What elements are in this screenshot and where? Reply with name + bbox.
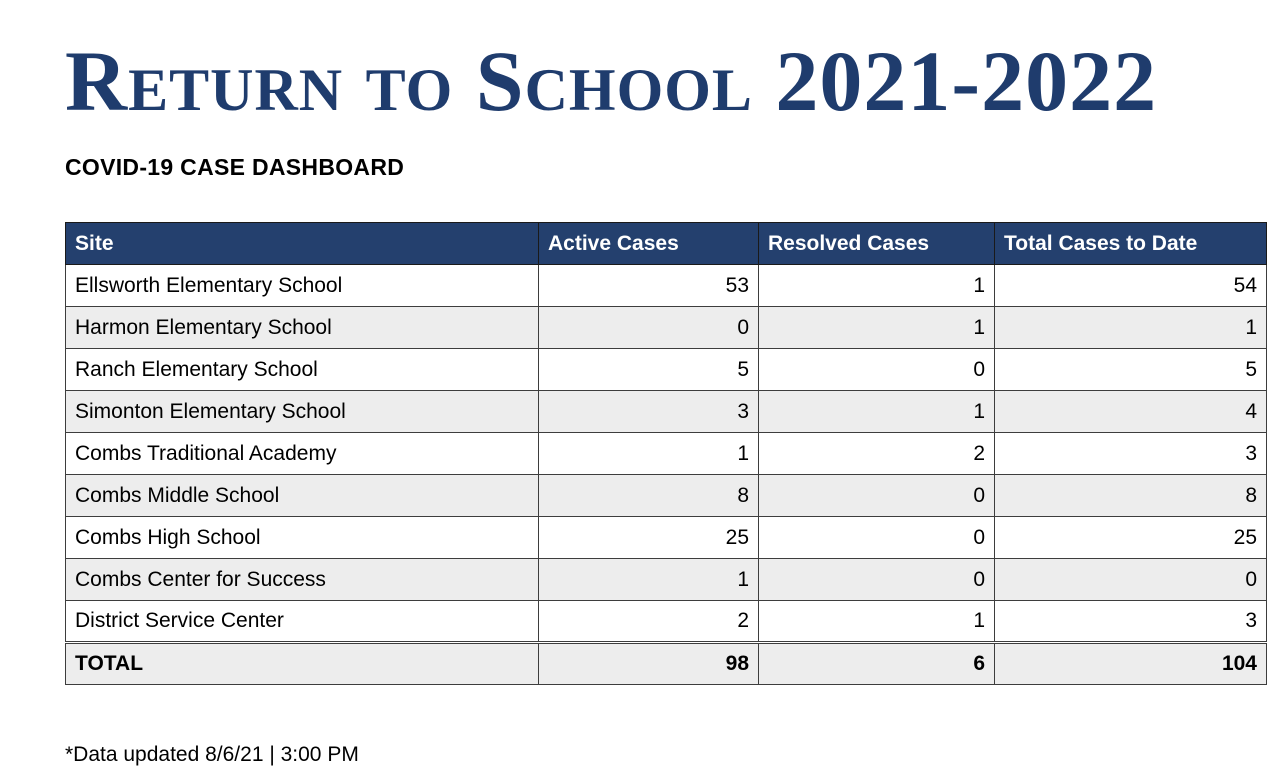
total-label-cell: TOTAL — [65, 641, 539, 685]
active-cases-cell: 5 — [538, 348, 759, 391]
total-cases-cell: 5 — [994, 348, 1267, 391]
site-cell: Combs Middle School — [65, 474, 539, 517]
total-cases-cell: 4 — [994, 390, 1267, 433]
resolved-cases-cell: 0 — [758, 348, 995, 391]
resolved-cases-cell: 2 — [758, 432, 995, 475]
table-row: Simonton Elementary School 3 1 4 — [65, 390, 1267, 433]
table-row: Harmon Elementary School 0 1 1 — [65, 306, 1267, 349]
total-cases-to-date-cell: 104 — [994, 641, 1267, 685]
total-cases-cell: 54 — [994, 264, 1267, 307]
table-row: Combs Traditional Academy 1 2 3 — [65, 432, 1267, 475]
table-row: District Service Center 2 1 3 — [65, 600, 1267, 643]
total-cases-cell: 25 — [994, 516, 1267, 559]
site-cell: District Service Center — [65, 600, 539, 643]
total-resolved-cases-cell: 6 — [758, 641, 995, 685]
active-cases-cell: 1 — [538, 432, 759, 475]
page-title: Return to School 2021-2022 — [65, 33, 1158, 129]
active-cases-cell: 0 — [538, 306, 759, 349]
resolved-cases-cell: 1 — [758, 600, 995, 643]
site-cell: Harmon Elementary School — [65, 306, 539, 349]
resolved-cases-cell: 1 — [758, 390, 995, 433]
active-cases-cell: 1 — [538, 558, 759, 601]
active-cases-cell: 25 — [538, 516, 759, 559]
total-cases-cell: 3 — [994, 600, 1267, 643]
covid-cases-table: Site Active Cases Resolved Cases Total C… — [65, 222, 1267, 685]
page-subtitle: COVID-19 CASE DASHBOARD — [65, 154, 405, 180]
column-header-total-cases: Total Cases to Date — [994, 222, 1267, 265]
site-cell: Ranch Elementary School — [65, 348, 539, 391]
site-cell: Combs High School — [65, 516, 539, 559]
header-row: Site Active Cases Resolved Cases Total C… — [65, 222, 1267, 265]
table-row: Combs Center for Success 1 0 0 — [65, 558, 1267, 601]
site-cell: Ellsworth Elementary School — [65, 264, 539, 307]
site-cell: Simonton Elementary School — [65, 390, 539, 433]
site-cell: Combs Traditional Academy — [65, 432, 539, 475]
total-active-cases-cell: 98 — [538, 641, 759, 685]
resolved-cases-cell: 0 — [758, 558, 995, 601]
active-cases-cell: 53 — [538, 264, 759, 307]
total-cases-cell: 8 — [994, 474, 1267, 517]
total-cases-cell: 3 — [994, 432, 1267, 475]
resolved-cases-cell: 0 — [758, 516, 995, 559]
column-header-resolved-cases: Resolved Cases — [758, 222, 995, 265]
table-body: Ellsworth Elementary School 53 1 54 Harm… — [65, 264, 1267, 685]
active-cases-cell: 3 — [538, 390, 759, 433]
total-cases-cell: 0 — [994, 558, 1267, 601]
resolved-cases-cell: 1 — [758, 306, 995, 349]
resolved-cases-cell: 1 — [758, 264, 995, 307]
active-cases-cell: 2 — [538, 600, 759, 643]
total-cases-cell: 1 — [994, 306, 1267, 349]
table-header: Site Active Cases Resolved Cases Total C… — [65, 222, 1267, 265]
table-row: Combs Middle School 8 0 8 — [65, 474, 1267, 517]
resolved-cases-cell: 0 — [758, 474, 995, 517]
data-updated-footnote: *Data updated 8/6/21 | 3:00 PM — [65, 743, 359, 766]
column-header-site: Site — [65, 222, 539, 265]
column-header-active-cases: Active Cases — [538, 222, 759, 265]
site-cell: Combs Center for Success — [65, 558, 539, 601]
active-cases-cell: 8 — [538, 474, 759, 517]
table-row: Combs High School 25 0 25 — [65, 516, 1267, 559]
table-row: Ellsworth Elementary School 53 1 54 — [65, 264, 1267, 307]
table-total-row: TOTAL 98 6 104 — [65, 641, 1267, 685]
table-row: Ranch Elementary School 5 0 5 — [65, 348, 1267, 391]
